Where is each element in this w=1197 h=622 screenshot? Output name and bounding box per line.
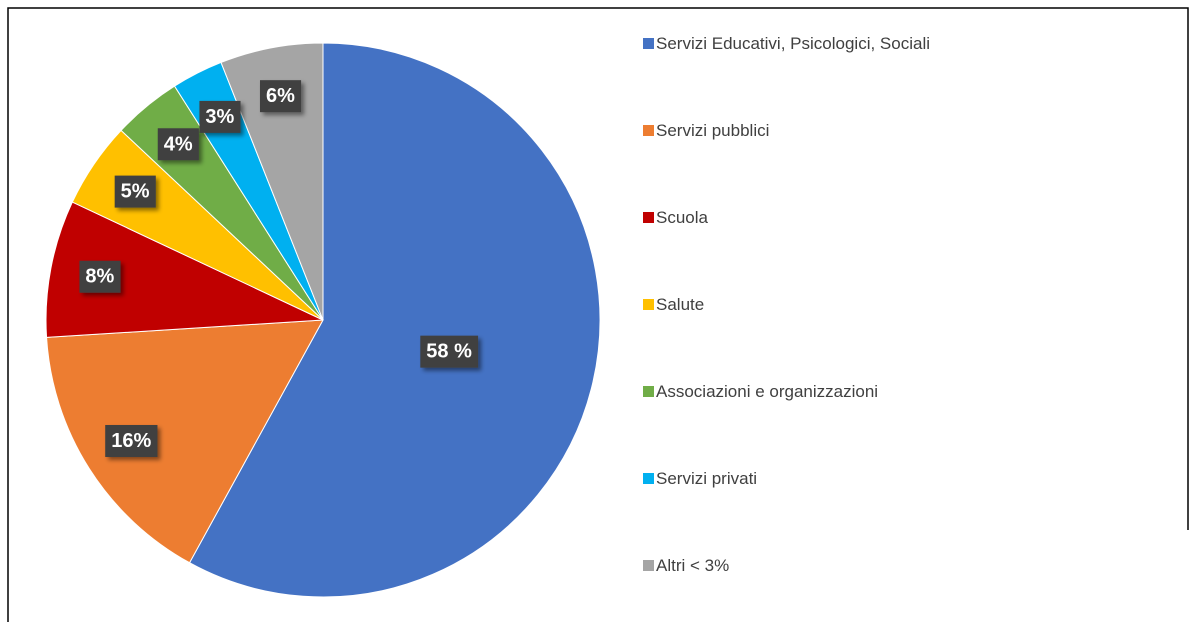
legend-item: Servizi pubblici [643,117,963,144]
data-label-box [157,128,199,161]
legend-item: Salute [643,291,963,318]
legend-swatch [643,560,654,571]
data-label-box [114,175,156,208]
pie-slice [188,42,601,598]
data-label: 4% [157,128,199,161]
data-label-text: 8% [85,266,114,288]
pie-slice [220,42,324,321]
data-label-box [105,424,158,457]
legend-label: Servizi pubblici [656,121,770,140]
data-label: 5% [114,175,156,208]
data-label: 8% [79,260,121,293]
data-label-box [259,80,302,113]
legend-swatch [643,473,654,484]
data-label-text: 16% [111,430,151,452]
legend-item: Associazioni e organizzazioni [643,378,963,405]
legend-label: Servizi privati [656,469,758,488]
data-label-text: 58 % [426,341,472,363]
data-label-box [79,260,121,293]
legend-item: Altri < 3% [643,552,963,579]
legend-label: Altri < 3% [656,556,730,575]
data-label-text: 6% [266,85,295,107]
data-label: 6% [259,80,302,113]
legend-swatch [643,386,654,397]
legend-label: Associazioni e organizzazioni [656,382,879,401]
data-label-text: 4% [164,133,193,155]
legend-item: Servizi privati [643,465,963,492]
legend-label: Servizi Educativi, Psicologici, Sociali [656,34,930,53]
pie-slice [45,201,324,338]
legend-swatch [643,212,654,223]
data-label-text: 5% [121,181,150,203]
legend-swatch [643,125,654,136]
pie-slice [46,319,324,564]
legend-swatch [643,38,654,49]
legend-item: Scuola [643,204,963,231]
legend-item: Servizi Educativi, Psicologici, Sociali [643,30,963,57]
legend-label: Scuola [656,208,708,227]
legend-swatch [643,299,654,310]
legend-label: Salute [656,295,705,314]
data-label: 16% [105,424,158,457]
data-label: 58 % [420,335,479,368]
data-label-text: 3% [205,106,234,128]
data-label-box [199,100,241,133]
data-label-box [420,335,479,368]
frame [7,7,1189,622]
data-label: 3% [199,100,241,133]
